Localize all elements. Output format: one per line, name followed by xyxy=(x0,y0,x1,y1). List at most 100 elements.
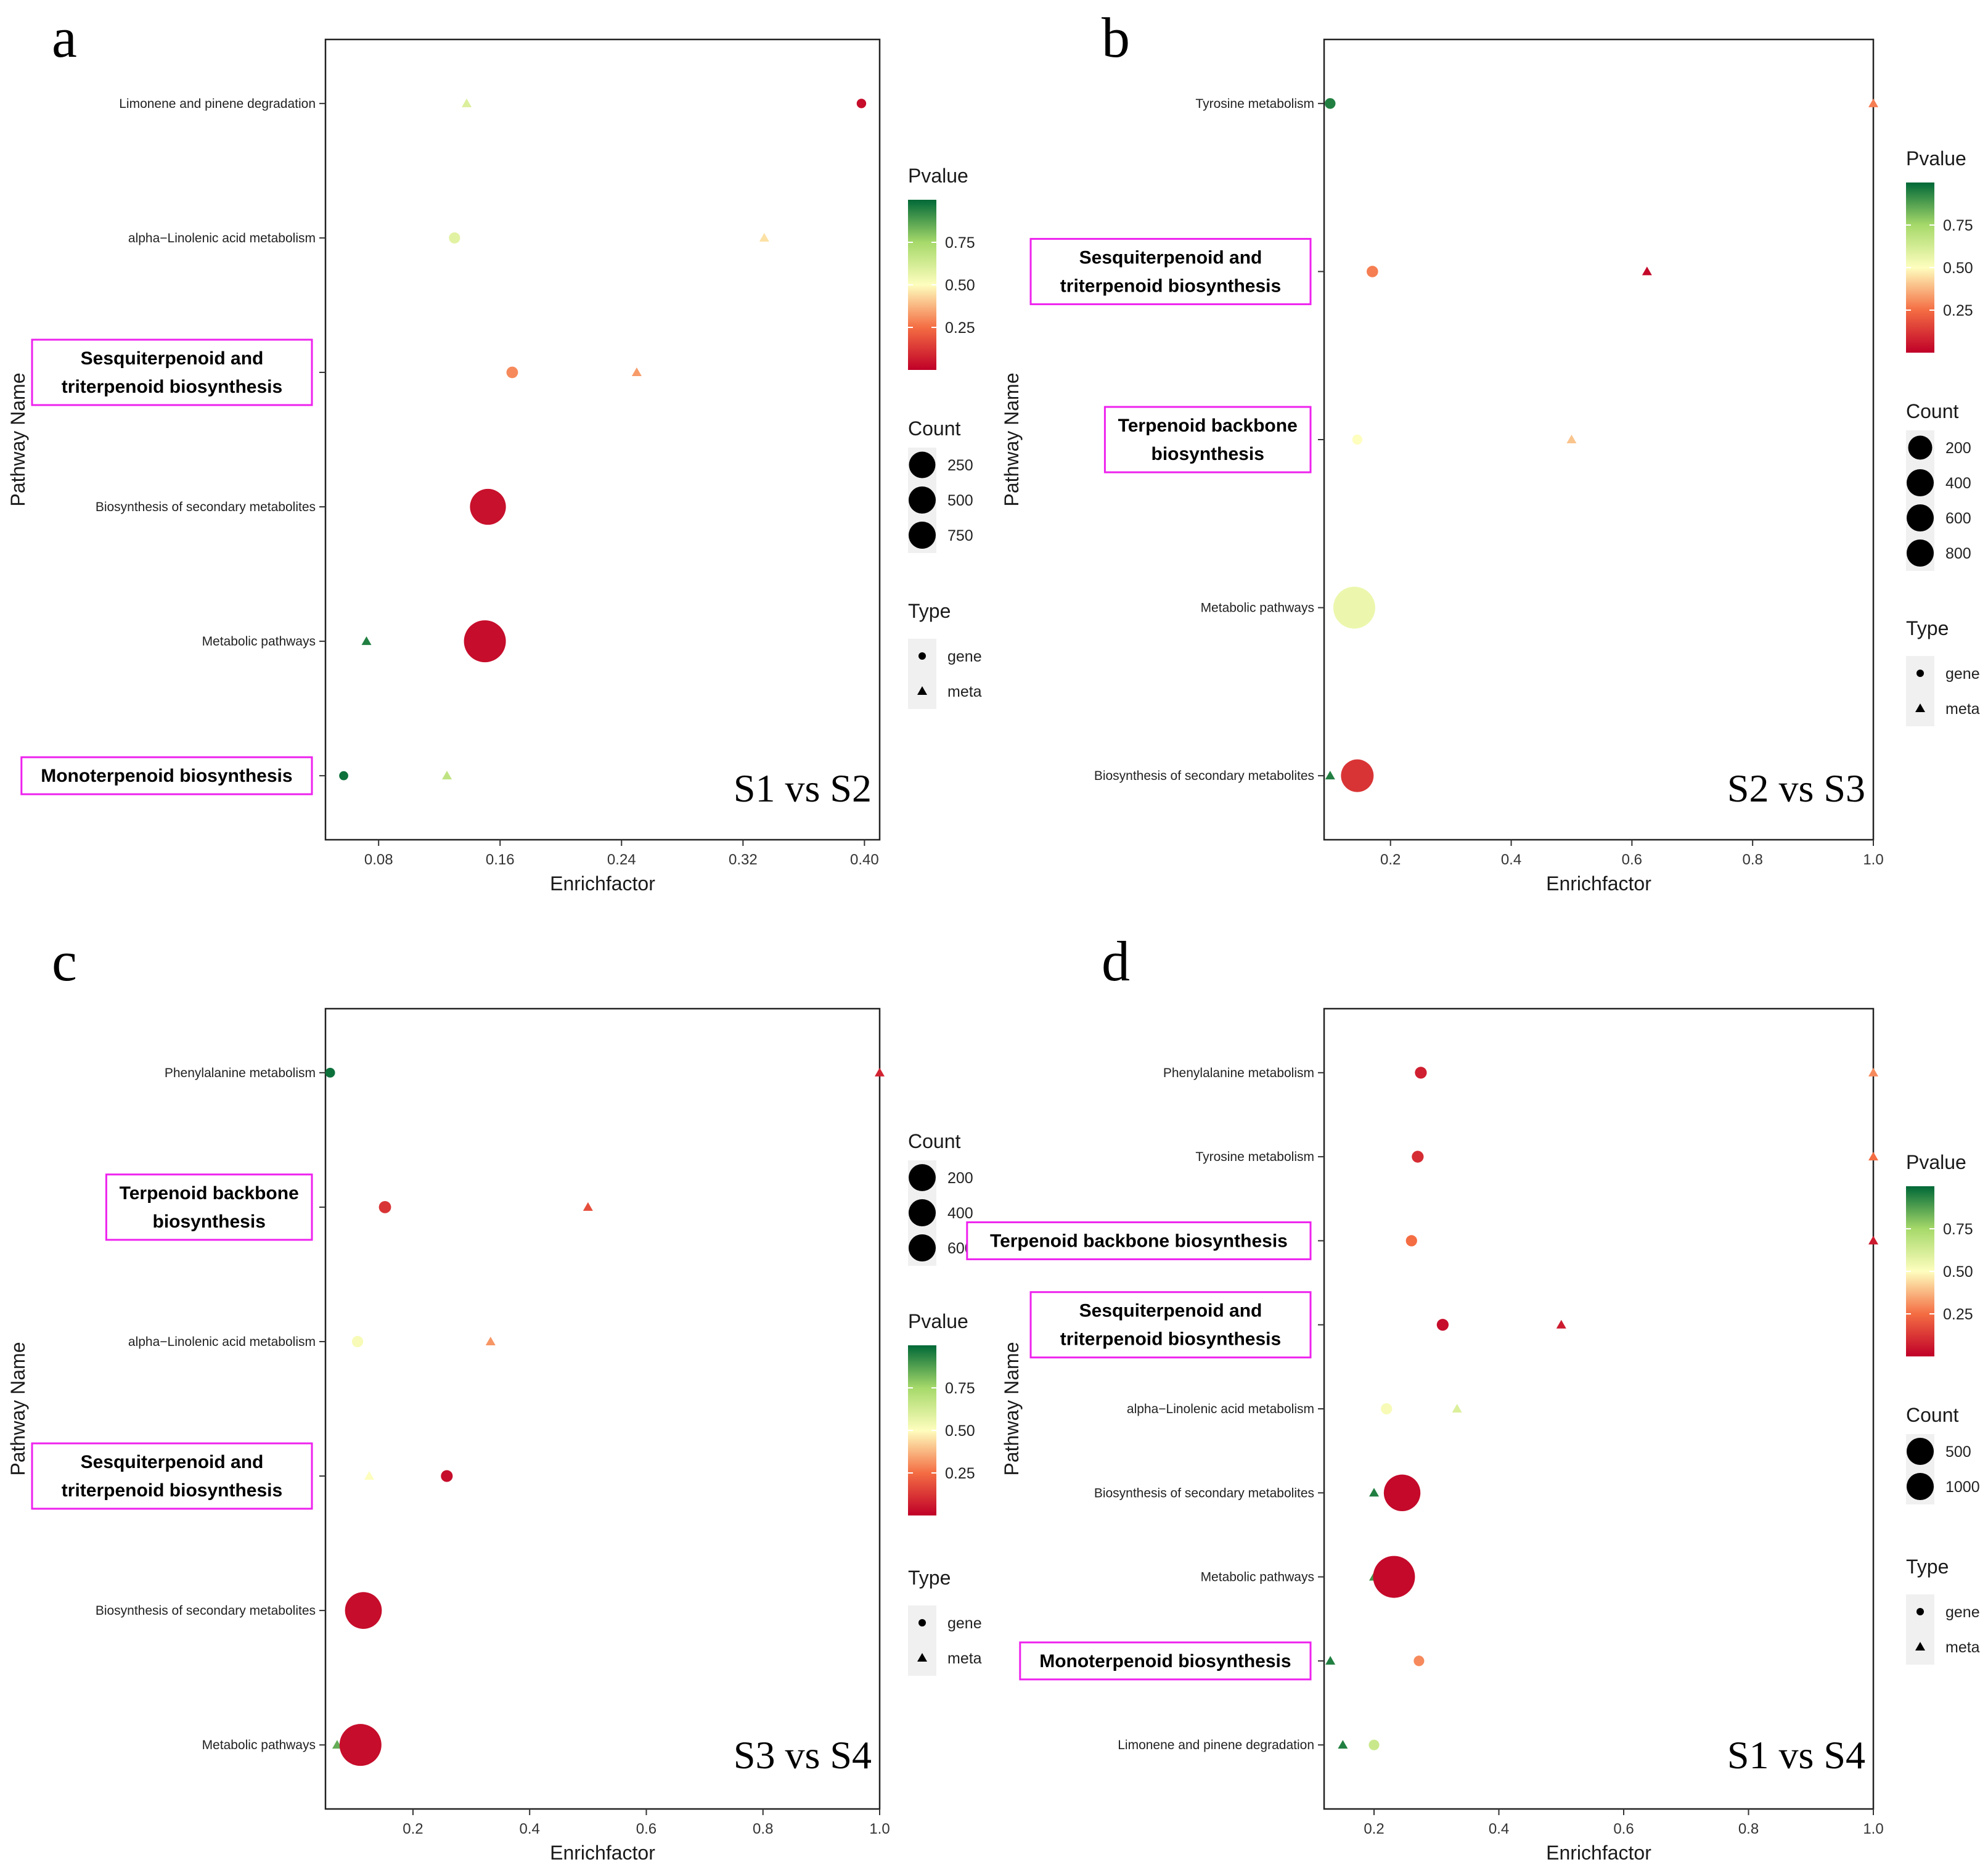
legend-count-dot xyxy=(909,522,936,549)
legend-count-label: 500 xyxy=(947,492,973,509)
y-category-label: Tyrosine metabolism xyxy=(1195,97,1314,111)
point-meta xyxy=(583,1202,593,1211)
y-category-label-highlight: Monoterpenoid biosynthesis xyxy=(41,766,292,786)
legend-type-title: Type xyxy=(908,1567,951,1589)
y-category-label-highlight: triterpenoid biosynthesis xyxy=(62,377,282,397)
point-gene xyxy=(1413,1655,1425,1667)
y-category-label-highlight: triterpenoid biosynthesis xyxy=(1060,1329,1281,1350)
panel-c: c 0.2 0.4 0.6 0.8 1.0 Enrichfactor Pathway Name… xyxy=(0,925,994,1870)
y-category-label-highlight: Sesquiterpenoid and xyxy=(1079,1301,1262,1321)
legend-type-title: Type xyxy=(1906,1556,1949,1578)
legend-type-meta-icon xyxy=(1915,1642,1925,1651)
highlight-box xyxy=(105,1173,313,1241)
comparison-label: S3 vs S4 xyxy=(734,1733,872,1777)
y-category-label: Biosynthesis of secondary metabolites xyxy=(96,1604,316,1618)
highlight-box xyxy=(966,1221,1312,1260)
legend-count-label: 1000 xyxy=(1945,1478,1980,1496)
legend-count-label: 750 xyxy=(947,527,973,544)
x-tick-label: 0.40 xyxy=(850,851,879,868)
x-tick-label: 0.32 xyxy=(729,851,758,868)
y-category-label-highlight: triterpenoid biosynthesis xyxy=(62,1480,282,1501)
y-category-label: Limonene and pinene degradation xyxy=(1118,1738,1314,1752)
y-category-label-highlight: Monoterpenoid biosynthesis xyxy=(1039,1651,1291,1671)
legend-pvalue-title: Pvalue xyxy=(908,165,968,187)
chart-a: a 0.08 0.16 0.24 0.32 0.40 Enrichfactor Pathway… xyxy=(7,6,982,895)
legend-count-dot xyxy=(909,1164,936,1191)
y-category-label-highlight: Terpenoid backbone xyxy=(120,1183,299,1204)
y-category-label: Biosynthesis of secondary metabolites xyxy=(96,500,316,514)
x-axis-title: Enrichfactor xyxy=(1546,1842,1651,1864)
y-category-label: alpha−Linolenic acid metabolism xyxy=(1127,1402,1314,1416)
point-meta xyxy=(759,232,769,242)
y-category-label: Metabolic pathways xyxy=(202,1738,316,1752)
x-tick-label: 0.08 xyxy=(364,851,393,868)
legend-pvalue-tick-label: 0.50 xyxy=(1943,1263,1973,1281)
legend-pvalue-tick-label: 0.75 xyxy=(1943,1221,1973,1238)
panel-letter: a xyxy=(52,6,77,69)
chart-b: b 0.2 0.4 0.6 0.8 1.0 Enrichfactor Pathway Name… xyxy=(1000,6,1980,895)
legend-count-label: 800 xyxy=(1945,545,1971,562)
point-meta xyxy=(1452,1404,1462,1413)
x-tick-label: 0.8 xyxy=(1742,851,1762,868)
y-category-label-highlight: Sesquiterpenoid and xyxy=(81,1452,264,1472)
point-gene xyxy=(1436,1319,1449,1331)
x-tick-label: 1.0 xyxy=(1863,851,1883,868)
point-gene xyxy=(325,1067,335,1078)
y-category-label: Phenylalanine metabolism xyxy=(165,1066,316,1080)
point-gene xyxy=(339,1724,382,1766)
panel-a: a 0.08 0.16 0.24 0.32 0.40 Enrichfactor Pathway… xyxy=(0,0,994,925)
chart-d: d 0.2 0.4 0.6 0.8 1.0 Enrichfactor Pathway Name… xyxy=(966,930,1980,1864)
point-gene xyxy=(506,366,518,379)
legend-count-label: 200 xyxy=(1945,440,1971,457)
point-meta xyxy=(631,367,642,376)
legend-pvalue-title: Pvalue xyxy=(1906,1151,1966,1173)
legend-pvalue-tick-label: 0.25 xyxy=(945,1465,975,1482)
x-tick-label: 0.4 xyxy=(1489,1821,1509,1837)
legend-type-gene-icon xyxy=(1916,670,1924,677)
legend-type-label: meta xyxy=(1945,700,1980,718)
legend-type-meta-icon xyxy=(1915,703,1925,712)
y-category-label-highlight: Terpenoid backbone biosynthesis xyxy=(990,1231,1288,1251)
y-category-label-highlight: biosynthesis xyxy=(1151,444,1264,464)
x-tick-label: 1.0 xyxy=(869,1821,890,1837)
x-tick-label: 0.4 xyxy=(1501,851,1521,868)
point-gene xyxy=(1333,586,1375,629)
x-tick-label: 0.16 xyxy=(486,851,515,868)
x-tick-label: 0.2 xyxy=(403,1821,423,1837)
point-gene xyxy=(345,1592,382,1629)
legend-pvalue-title: Pvalue xyxy=(908,1310,968,1332)
legend-type-meta-icon xyxy=(917,686,927,695)
point-meta xyxy=(1338,1740,1348,1749)
legend-type-label: gene xyxy=(947,648,982,665)
legend-count-dot xyxy=(1907,1438,1934,1465)
legend-type-label: gene xyxy=(947,1615,982,1632)
point-gene xyxy=(1341,759,1374,792)
point-gene xyxy=(1381,1403,1393,1415)
y-category-label: Biosynthesis of secondary metabolites xyxy=(1094,769,1314,783)
y-axis-title: Pathway Name xyxy=(1000,373,1023,507)
legend-type-meta-icon xyxy=(917,1653,927,1662)
legend-count-title: Count xyxy=(1906,400,1959,422)
point-gene xyxy=(441,1470,453,1482)
legend-type-title: Type xyxy=(1906,617,1949,639)
legend-pvalue-tick-label: 0.75 xyxy=(1943,217,1973,234)
point-meta xyxy=(1642,266,1652,276)
plot-frame xyxy=(1323,38,1875,841)
point-gene xyxy=(1415,1067,1427,1079)
point-meta xyxy=(1868,98,1878,107)
x-tick-label: 0.4 xyxy=(520,1821,540,1837)
legend-pvalue-title: Pvalue xyxy=(1906,147,1966,170)
legend-pvalue-tick-label: 0.50 xyxy=(945,1422,975,1440)
comparison-label: S1 vs S4 xyxy=(1727,1733,1865,1777)
comparison-label: S1 vs S2 xyxy=(734,766,872,810)
x-tick-label: 0.6 xyxy=(636,1821,657,1837)
legend-count-title: Count xyxy=(1906,1404,1959,1426)
legend-count-label: 400 xyxy=(947,1205,973,1222)
highlight-box xyxy=(1103,406,1312,474)
x-axis-title: Enrichfactor xyxy=(1546,872,1651,895)
legend-type-gene-icon xyxy=(918,652,926,660)
legend-type-title: Type xyxy=(908,600,951,622)
y-category-label: Limonene and pinene degradation xyxy=(119,97,316,111)
plot-frame xyxy=(324,1007,881,1810)
point-gene xyxy=(339,771,348,781)
